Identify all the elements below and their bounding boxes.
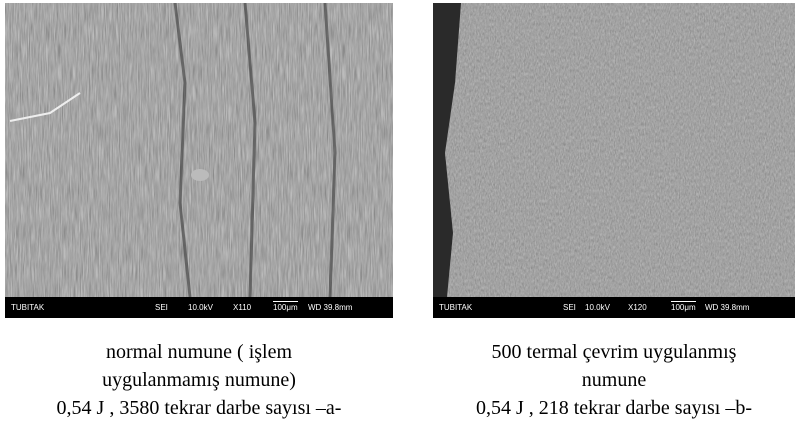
caption: 500 termal çevrim uygulanmış numune 0,54…	[420, 338, 798, 422]
caption-line: 500 termal çevrim uygulanmış	[420, 338, 798, 366]
figure: TUBITAK SEI 10.0kV X110 100μm WD 39.8mm …	[0, 0, 798, 436]
voltage: 10.0kV	[585, 303, 610, 312]
caption-line: 0,54 J , 3580 tekrar darbe sayısı –a-	[0, 394, 398, 422]
magnification: X110	[233, 303, 251, 312]
scale: 100μm	[273, 301, 298, 312]
org: TUBITAK	[439, 303, 472, 312]
info-bar: TUBITAK SEI 10.0kV X110 100μm WD 39.8mm	[5, 297, 393, 318]
working-distance: WD 39.8mm	[308, 303, 352, 312]
caption-line: 0,54 J , 218 tekrar darbe sayısı –b-	[420, 394, 798, 422]
caption-line: uygulanmamış numune)	[0, 366, 398, 394]
caption-line: normal numune ( işlem	[0, 338, 398, 366]
sem-texture	[433, 3, 795, 297]
voltage: 10.0kV	[188, 303, 213, 312]
magnification: X120	[628, 303, 647, 312]
mode: SEI	[155, 303, 168, 312]
working-distance: WD 39.8mm	[705, 303, 749, 312]
caption-line: numune	[420, 366, 798, 394]
scale: 100μm	[671, 301, 696, 312]
info-bar: TUBITAK SEI 10.0kV X120 100μm WD 39.8mm	[433, 297, 795, 318]
sem-texture	[5, 3, 393, 297]
mode: SEI	[563, 303, 576, 312]
sem-image: TUBITAK SEI 10.0kV X110 100μm WD 39.8mm	[5, 3, 393, 318]
sem-image: TUBITAK SEI 10.0kV X120 100μm WD 39.8mm	[433, 3, 795, 318]
caption: normal numune ( işlem uygulanmamış numun…	[0, 338, 398, 422]
org: TUBITAK	[11, 303, 44, 312]
